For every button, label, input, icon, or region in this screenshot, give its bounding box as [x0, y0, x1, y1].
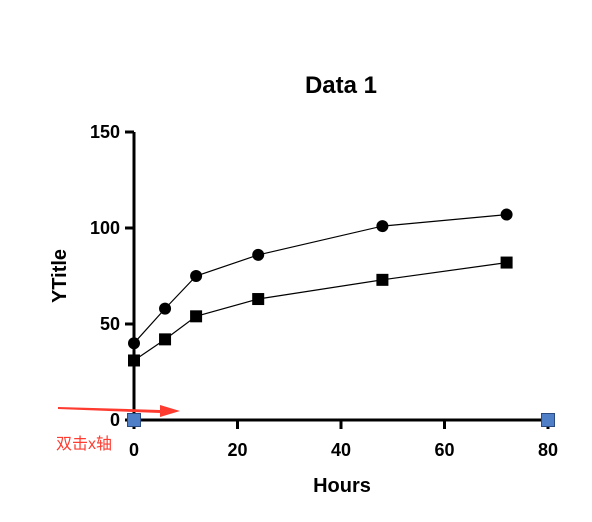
x-tick-label: 20	[227, 440, 247, 460]
data-point-circle	[376, 220, 389, 233]
annotation-arrow	[58, 405, 180, 417]
axis-handle[interactable]	[127, 413, 141, 427]
annotation: 双击x轴	[56, 405, 180, 453]
y-tick-label: 100	[90, 218, 120, 238]
data-point-circle	[252, 248, 265, 261]
x-tick-label: 0	[129, 440, 139, 460]
data-point-circle	[128, 337, 140, 350]
series-1	[128, 208, 513, 350]
x-axis-title[interactable]: Hours	[313, 475, 371, 497]
data-point-square	[190, 310, 203, 323]
annotation-label: 双击x轴	[56, 435, 112, 453]
plot-series	[128, 208, 513, 367]
axis-handle[interactable]	[541, 413, 555, 427]
y-tick-label: 0	[110, 410, 120, 430]
series-2	[128, 256, 513, 367]
series-line	[133, 214, 507, 344]
data-point-square	[128, 354, 140, 367]
axis-handles[interactable]	[127, 413, 555, 427]
x-tick-label: 60	[434, 440, 454, 460]
data-point-square	[376, 273, 389, 286]
data-point-circle	[159, 302, 172, 315]
series-line	[133, 262, 507, 361]
x-tick-label: 40	[331, 440, 351, 460]
y-tick-label: 50	[100, 314, 120, 334]
y-axis-title[interactable]: YTitle	[49, 249, 71, 303]
data-point-circle	[500, 208, 513, 221]
data-point-square	[500, 256, 513, 269]
data-point-circle	[190, 270, 203, 282]
y-tick-label: 150	[90, 122, 120, 142]
data-point-square	[252, 293, 265, 306]
data-point-square	[159, 333, 172, 346]
chart-title: Data 1	[305, 72, 377, 99]
axes[interactable]: 0 50 100 150 0 20 40 60 80	[90, 122, 558, 460]
x-tick-label: 80	[538, 440, 558, 460]
